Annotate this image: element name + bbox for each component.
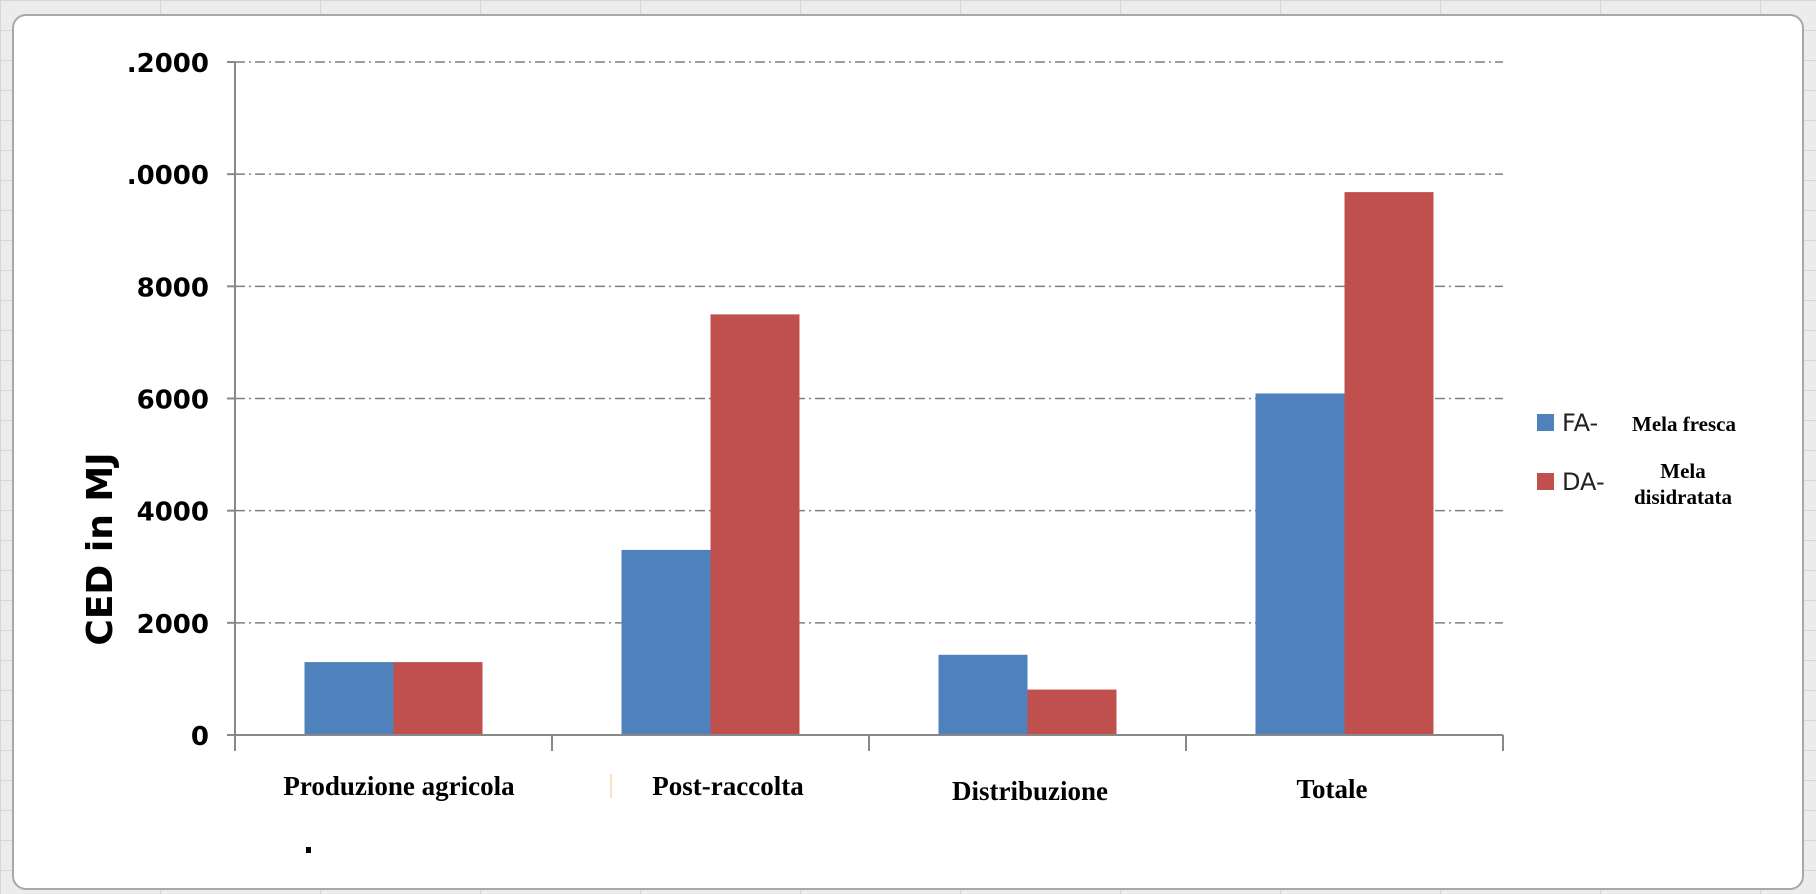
legend-description-0: Mela fresca (1632, 412, 1736, 436)
axes (227, 61, 1504, 798)
x-category-label-0: Produzione agricola (283, 771, 515, 801)
x-category-label-1: Post-raccolta (652, 771, 804, 801)
stray-mark (306, 847, 311, 853)
y-tick-label-12000: .2000 (127, 49, 209, 79)
bar-chart: 0 2000 4000 6000 8000 .0000 .2000 Produzione ag… (80, 49, 1736, 853)
y-tick-label-8000: 8000 (137, 273, 209, 303)
y-tick-label-6000: 6000 (137, 386, 209, 416)
legend[interactable]: FA- Mela fresca DA- Mela disidratata (1537, 409, 1736, 509)
bar-fa-2 (938, 654, 1028, 735)
legend-description-1: Mela disidratata (1634, 459, 1733, 509)
bars (304, 192, 1434, 735)
bar-da-1 (710, 314, 800, 735)
y-axis-title: CED in MJ (80, 452, 121, 645)
bar-fa-0 (304, 662, 394, 735)
y-tick-label-4000: 4000 (137, 498, 209, 528)
bar-fa-1 (621, 549, 711, 735)
y-tick-label-2000: 2000 (137, 610, 209, 640)
bar-da-3 (1344, 192, 1434, 735)
bar-fa-3 (1255, 393, 1345, 735)
legend-item-1[interactable]: DA- Mela disidratata (1537, 459, 1732, 509)
legend-code-1: DA- (1562, 468, 1605, 496)
gridlines (235, 61, 1503, 624)
legend-code-0: FA- (1562, 409, 1598, 437)
legend-swatch-1 (1537, 473, 1554, 490)
bar-da-0 (393, 662, 483, 735)
y-tick-label-10000: .0000 (127, 161, 209, 191)
chart-area[interactable]: 0 2000 4000 6000 8000 .0000 .2000 Produzione ag… (12, 14, 1804, 890)
legend-item-0[interactable]: FA- Mela fresca (1537, 409, 1736, 437)
legend-swatch-0 (1537, 414, 1554, 431)
x-category-label-3: Totale (1296, 774, 1367, 804)
tick-labels: 0 2000 4000 6000 8000 .0000 .2000 Produzione ag… (127, 49, 1368, 806)
x-category-label-2: Distribuzione (952, 776, 1108, 806)
bar-da-2 (1027, 689, 1117, 735)
y-tick-label-0: 0 (191, 722, 209, 752)
